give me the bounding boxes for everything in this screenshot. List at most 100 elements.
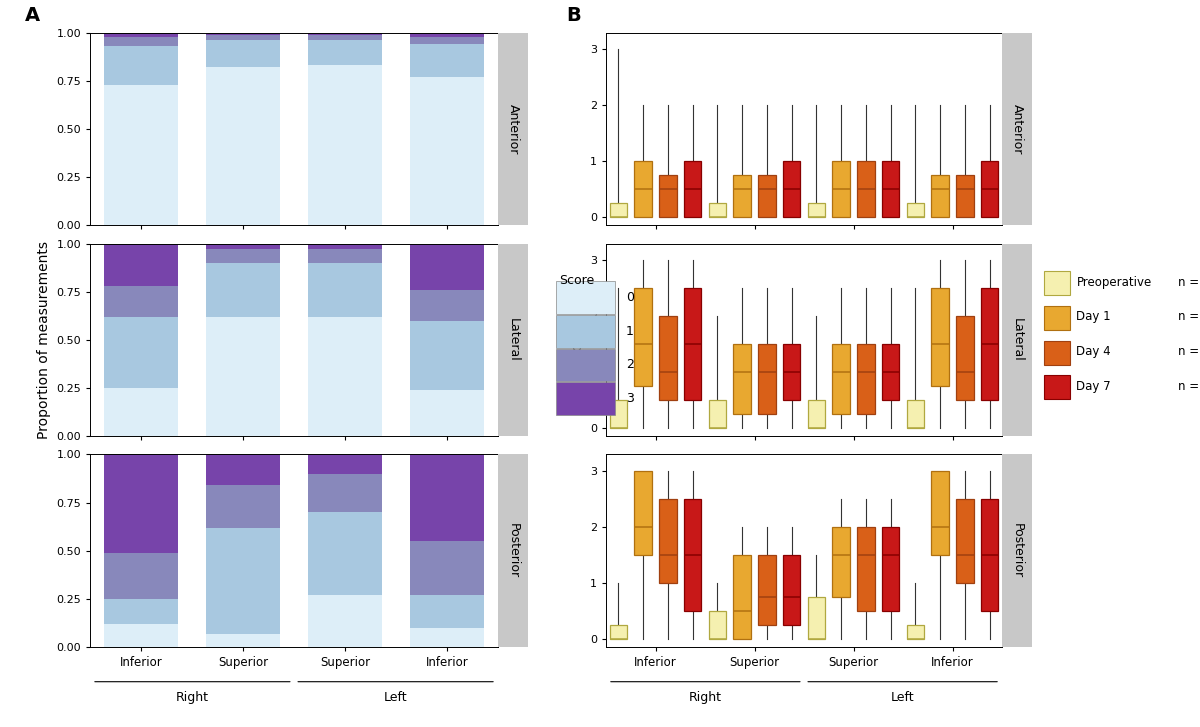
Bar bbox=[104, 317, 178, 388]
Bar bbox=[206, 485, 280, 528]
Text: 1: 1 bbox=[626, 325, 634, 338]
Bar bbox=[733, 175, 751, 217]
Bar bbox=[206, 263, 280, 317]
Text: Score: Score bbox=[559, 274, 594, 287]
Bar bbox=[206, 454, 280, 485]
Bar bbox=[410, 44, 484, 77]
Text: 2: 2 bbox=[626, 358, 634, 371]
Bar bbox=[833, 161, 850, 217]
Bar bbox=[104, 624, 178, 647]
Bar bbox=[833, 527, 850, 597]
Text: A: A bbox=[25, 6, 40, 25]
Bar bbox=[410, 454, 484, 541]
Bar bbox=[684, 288, 702, 400]
Bar bbox=[733, 344, 751, 414]
Bar bbox=[980, 161, 998, 217]
Bar bbox=[104, 47, 178, 85]
Bar bbox=[906, 400, 924, 427]
Text: Lateral: Lateral bbox=[506, 318, 520, 362]
Bar bbox=[956, 499, 973, 583]
Bar bbox=[104, 553, 178, 599]
Bar bbox=[308, 474, 382, 513]
Bar bbox=[104, 286, 178, 317]
Bar bbox=[104, 244, 178, 286]
Bar bbox=[857, 344, 875, 414]
Bar bbox=[659, 175, 677, 217]
Bar bbox=[708, 400, 726, 427]
Bar bbox=[104, 85, 178, 225]
Text: n = 85: n = 85 bbox=[1178, 379, 1200, 393]
Text: 0: 0 bbox=[626, 291, 634, 304]
Bar bbox=[659, 316, 677, 400]
Bar bbox=[906, 624, 924, 638]
Bar bbox=[104, 388, 178, 436]
Bar bbox=[931, 288, 949, 386]
Bar bbox=[808, 597, 826, 638]
Y-axis label: Score: Score bbox=[570, 321, 584, 359]
Text: Lateral: Lateral bbox=[1010, 318, 1024, 362]
Text: n = 95: n = 95 bbox=[1178, 276, 1200, 289]
Bar bbox=[684, 499, 702, 611]
Text: Anterior: Anterior bbox=[506, 104, 520, 154]
Bar bbox=[410, 628, 484, 647]
Text: Day 1: Day 1 bbox=[1076, 310, 1111, 324]
Bar bbox=[782, 161, 800, 217]
Bar bbox=[635, 288, 652, 386]
Bar bbox=[104, 454, 178, 553]
Text: Right: Right bbox=[689, 691, 722, 704]
Bar bbox=[610, 400, 628, 427]
Bar bbox=[410, 541, 484, 595]
Bar bbox=[833, 344, 850, 414]
Bar bbox=[410, 595, 484, 628]
Text: Left: Left bbox=[890, 691, 914, 704]
Bar bbox=[206, 528, 280, 633]
Text: n = 91: n = 91 bbox=[1178, 345, 1200, 358]
Text: Day 7: Day 7 bbox=[1076, 379, 1111, 393]
Bar bbox=[206, 244, 280, 249]
Y-axis label: Proportion of measurements: Proportion of measurements bbox=[37, 241, 50, 439]
Bar bbox=[610, 203, 628, 217]
Bar bbox=[206, 68, 280, 225]
Text: Anterior: Anterior bbox=[1010, 104, 1024, 154]
Bar bbox=[882, 161, 900, 217]
Bar bbox=[308, 513, 382, 595]
Bar bbox=[758, 175, 775, 217]
Bar bbox=[206, 633, 280, 647]
Bar bbox=[610, 624, 628, 638]
Bar bbox=[308, 263, 382, 317]
Bar bbox=[308, 317, 382, 436]
Bar bbox=[635, 471, 652, 555]
Text: Right: Right bbox=[176, 691, 209, 704]
Bar bbox=[906, 203, 924, 217]
Bar bbox=[931, 471, 949, 555]
Bar bbox=[410, 390, 484, 436]
Bar bbox=[308, 35, 382, 41]
Text: Posterior: Posterior bbox=[506, 523, 520, 578]
Bar bbox=[410, 77, 484, 225]
Bar bbox=[410, 290, 484, 321]
Bar bbox=[308, 41, 382, 65]
Bar bbox=[206, 33, 280, 35]
Bar bbox=[684, 161, 702, 217]
Bar bbox=[758, 344, 775, 414]
Bar bbox=[931, 175, 949, 217]
Text: Day 4: Day 4 bbox=[1076, 345, 1111, 358]
Bar bbox=[206, 35, 280, 41]
Bar bbox=[206, 41, 280, 68]
Bar bbox=[980, 499, 998, 611]
Bar bbox=[857, 527, 875, 611]
Text: Posterior: Posterior bbox=[1010, 523, 1024, 578]
Bar bbox=[708, 203, 726, 217]
Bar bbox=[206, 249, 280, 263]
Bar bbox=[808, 203, 826, 217]
Bar bbox=[104, 599, 178, 624]
Bar bbox=[808, 400, 826, 427]
Bar bbox=[410, 244, 484, 290]
Text: Left: Left bbox=[384, 691, 408, 704]
Bar bbox=[782, 344, 800, 400]
Bar bbox=[308, 244, 382, 249]
Bar bbox=[308, 33, 382, 35]
Bar bbox=[782, 555, 800, 624]
Bar bbox=[708, 611, 726, 638]
Bar bbox=[104, 33, 178, 36]
